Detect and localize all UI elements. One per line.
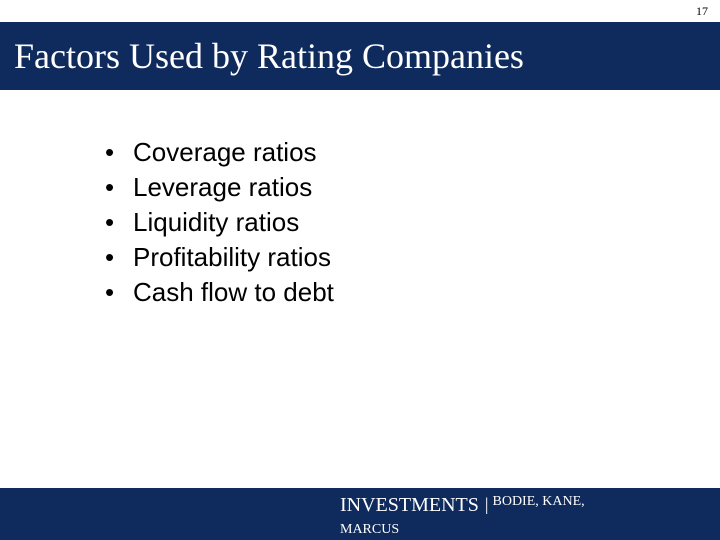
bullet-list: Coverage ratios Leverage ratios Liquidit… <box>105 135 334 310</box>
slide: 17 Factors Used by Rating Companies Cove… <box>0 0 720 540</box>
list-item: Coverage ratios <box>105 135 334 170</box>
footer-authors-line2: MARCUS <box>340 522 399 538</box>
list-item: Cash flow to debt <box>105 275 334 310</box>
footer-title: INVESTMENTS <box>340 494 479 517</box>
title-bar: Factors Used by Rating Companies <box>0 22 720 90</box>
content-area: Coverage ratios Leverage ratios Liquidit… <box>105 135 334 310</box>
footer-authors-line1: BODIE, KANE, <box>493 494 585 510</box>
slide-title: Factors Used by Rating Companies <box>14 35 524 77</box>
list-item: Profitability ratios <box>105 240 334 275</box>
footer-separator: | <box>485 494 489 515</box>
page-number: 17 <box>696 4 708 19</box>
list-item: Leverage ratios <box>105 170 334 205</box>
list-item: Liquidity ratios <box>105 205 334 240</box>
